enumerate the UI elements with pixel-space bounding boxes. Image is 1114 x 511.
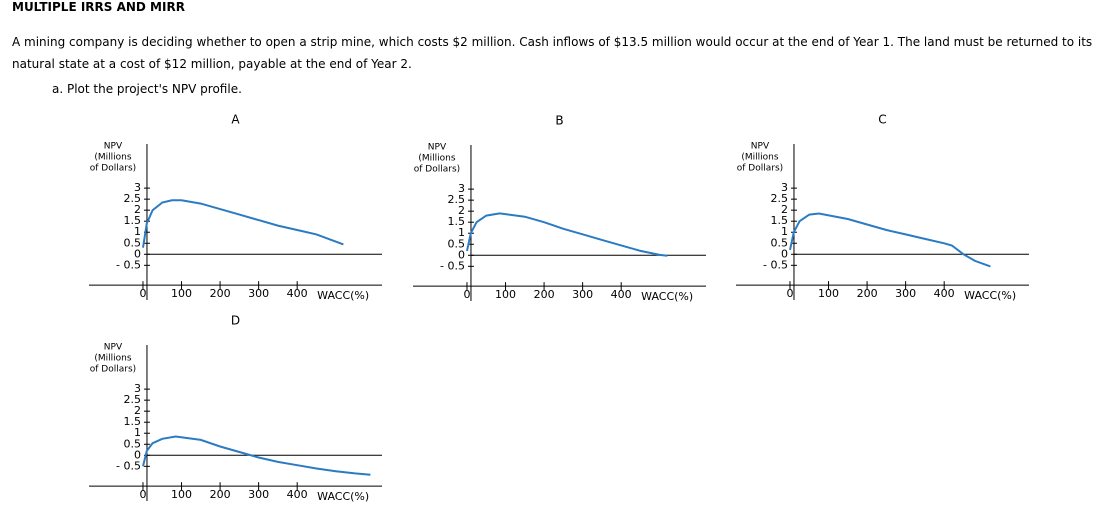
x-tick-label: 200 [534,288,555,301]
y-tick-label: 1.5 [123,214,141,227]
y-tick-label: 2 [781,203,788,216]
y-tick-label: - 0.5 [440,259,465,272]
npv-line [142,199,344,248]
y-axis-label: of Dollars) [737,164,783,174]
y-axis-label: NPV [428,143,447,153]
y-tick-label: - 0.5 [116,459,141,472]
npv-line [789,212,991,268]
heading: MULTIPLE IRRS AND MIRR [12,0,185,14]
x-tick-label: 300 [248,488,269,501]
x-tick-label: 400 [287,287,308,300]
y-tick-label: 3 [134,382,141,395]
y-axis-label: (Millions [94,153,131,163]
y-tick-label: 0.5 [123,236,141,249]
npv-line [466,212,668,257]
question-text: a. Plot the project's NPV profile. [52,82,242,96]
y-tick-label: 1.5 [770,214,788,227]
chart-label: C [878,113,886,127]
x-tick-label: 300 [572,288,593,301]
y-tick-label: 1 [781,225,788,238]
x-axis-label: WACC(%) [317,289,369,302]
y-tick-label: 2.5 [123,192,141,205]
x-axis-label: WACC(%) [317,490,369,503]
y-tick-label: - 0.5 [763,258,788,271]
x-tick-label: 100 [495,288,516,301]
x-tick-label: 100 [171,287,192,300]
y-tick-label: 2.5 [447,193,465,206]
y-tick-label: 0.5 [770,236,788,249]
y-tick-label: 0 [781,247,788,260]
y-axis-label: NPV [104,343,123,353]
x-tick-label: 200 [857,287,878,300]
x-tick-label: 100 [171,488,192,501]
y-tick-label: 3 [458,182,465,195]
y-tick-label: 3 [134,181,141,194]
y-tick-label: 0.5 [123,437,141,450]
y-tick-label: 2 [134,203,141,216]
y-tick-label: - 0.5 [116,258,141,271]
chart-label: D [231,314,240,328]
y-tick-label: 2.5 [123,393,141,406]
npv-line [142,435,371,476]
y-axis-label: of Dollars) [414,165,460,175]
y-tick-label: 2 [134,404,141,417]
x-tick-label: 0 [463,288,470,301]
chart-label: A [231,113,240,127]
x-tick-label: 400 [611,288,632,301]
y-tick-label: 0 [134,448,141,461]
x-tick-label: 300 [248,287,269,300]
x-tick-label: 400 [287,488,308,501]
x-tick-label: 200 [210,287,231,300]
y-axis-label: NPV [751,142,770,152]
y-tick-label: 0 [458,248,465,261]
x-axis-label: WACC(%) [964,289,1016,302]
y-tick-label: 1 [458,226,465,239]
y-tick-label: 1 [134,225,141,238]
chart-label: B [555,114,563,128]
x-tick-label: 100 [818,287,839,300]
y-axis-label: (Millions [94,354,131,364]
x-tick-label: 200 [210,488,231,501]
y-tick-label: 2 [458,204,465,217]
x-axis-label: WACC(%) [641,290,693,303]
y-tick-label: 1 [134,426,141,439]
y-axis-label: of Dollars) [90,365,136,375]
x-tick-label: 300 [895,287,916,300]
y-axis-label: (Millions [741,153,778,163]
y-tick-label: 1.5 [123,415,141,428]
y-tick-label: 3 [781,181,788,194]
y-tick-label: 0.5 [447,237,465,250]
y-axis-label: of Dollars) [90,164,136,174]
x-tick-label: 0 [139,287,146,300]
y-axis-label: (Millions [418,154,455,164]
x-tick-label: 0 [139,488,146,501]
y-axis-label: NPV [104,142,123,152]
y-tick-label: 1.5 [447,215,465,228]
y-tick-label: 0 [134,247,141,260]
x-tick-label: 400 [934,287,955,300]
x-tick-label: 0 [786,287,793,300]
y-tick-label: 2.5 [770,192,788,205]
problem-text: A mining company is deciding whether to … [12,35,1093,71]
